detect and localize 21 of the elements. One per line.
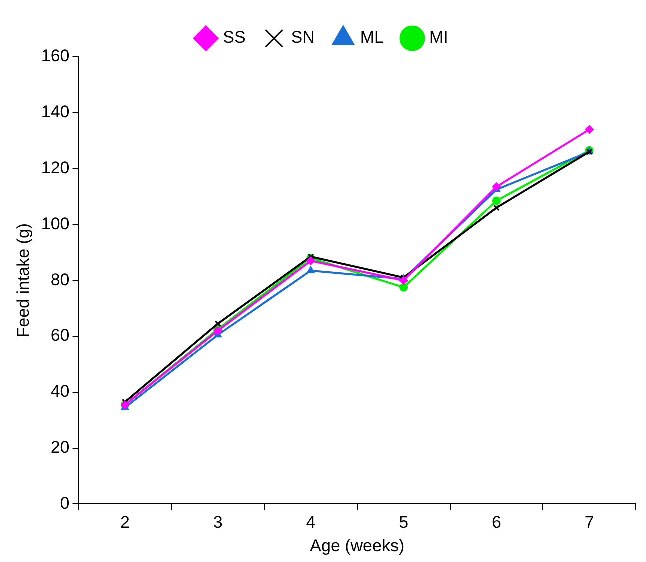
y-tick-label: 60 bbox=[50, 326, 70, 346]
y-tick-label: 160 bbox=[41, 46, 70, 66]
x-tick-label: 4 bbox=[306, 513, 316, 532]
y-tick-label: 40 bbox=[50, 382, 70, 402]
legend-label: SN bbox=[291, 28, 315, 48]
x-tick-label: 2 bbox=[120, 513, 130, 532]
y-tick-label: 80 bbox=[50, 270, 70, 290]
y-tick-label: 140 bbox=[41, 102, 70, 122]
legend-label: SS bbox=[223, 28, 246, 48]
x-axis-title: Age (weeks) bbox=[310, 536, 405, 556]
x-tick-label: 3 bbox=[213, 513, 223, 532]
legend-label: ML bbox=[360, 28, 384, 48]
y-tick-label: 20 bbox=[50, 438, 70, 457]
y-axis-title: Feed intake (g) bbox=[14, 223, 33, 338]
x-tick-label: 7 bbox=[584, 513, 594, 532]
y-tick-label: 120 bbox=[41, 158, 70, 178]
x-tick-label: 5 bbox=[399, 513, 409, 532]
y-tick-label: 0 bbox=[60, 494, 70, 513]
legend-label: MI bbox=[430, 28, 448, 48]
y-tick-label: 100 bbox=[41, 214, 70, 234]
x-tick-label: 6 bbox=[492, 513, 502, 532]
